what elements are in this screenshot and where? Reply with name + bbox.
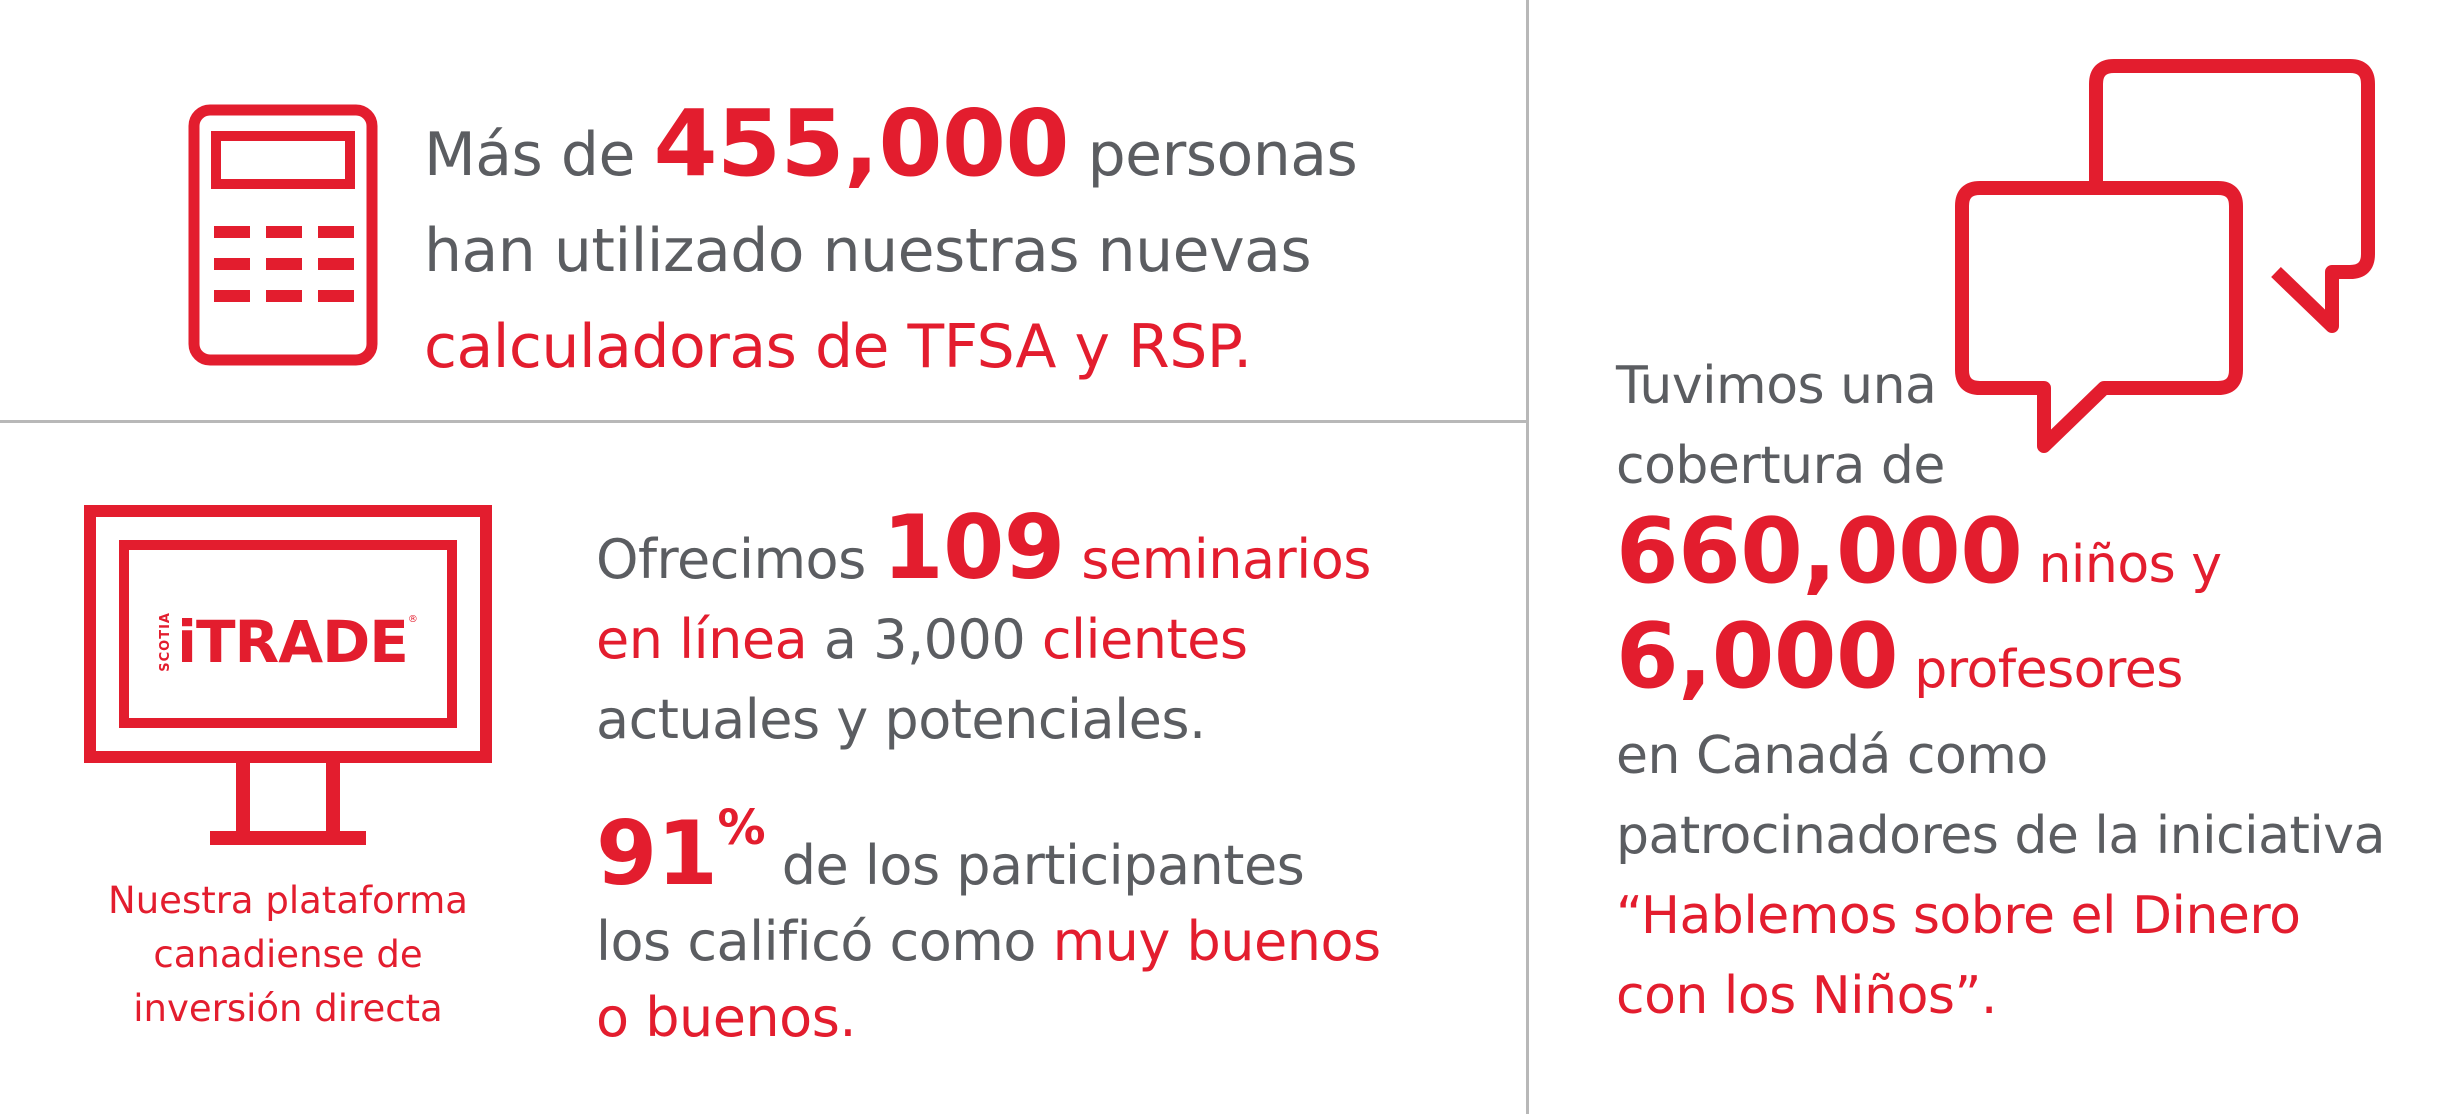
horizontal-divider	[0, 420, 1526, 423]
rating-percent: %	[717, 800, 766, 856]
calculators-line2: han utilizado nuestras nuevas	[424, 216, 1312, 286]
coverage-line2: cobertura de	[1616, 436, 1945, 496]
coverage-label1: niños y	[2038, 535, 2222, 595]
computer-monitor-icon	[84, 505, 492, 845]
calculator-icon	[188, 104, 378, 366]
coverage-line6: patrocinadores de la iniciativa	[1616, 806, 2385, 866]
coverage-number1: 660,000	[1616, 499, 2023, 604]
caption-line-2: canadiense de	[153, 933, 423, 976]
logo-brand-text: iTRADE	[177, 608, 409, 676]
seminars-word3: clientes	[1041, 608, 1248, 671]
calculators-number: 455,000	[653, 90, 1069, 197]
seminars-number: 109	[882, 496, 1065, 599]
coverage-line8: con los Niños”.	[1616, 966, 1997, 1026]
calculators-line3: calculadoras de TFSA y RSP.	[424, 312, 1252, 382]
rating-line2-prefix: los calificó como	[596, 910, 1036, 973]
rating-line3: o buenos.	[596, 986, 856, 1049]
seminars-stat: Ofrecimos 109 seminarios en línea a 3,00…	[596, 504, 1371, 760]
speech-bubbles-icon	[1955, 59, 2375, 453]
seminars-prefix: Ofrecimos	[596, 528, 866, 591]
itrade-logo: SCOTIA iTRADE ®	[146, 600, 430, 684]
rating-number: 91	[596, 802, 718, 905]
calculators-stat: Más de 455,000 personas han utilizado nu…	[424, 96, 1358, 395]
logo-scotia-text: SCOTIA	[158, 612, 174, 672]
caption-line-3: inversión directa	[133, 987, 443, 1030]
coverage-line5: en Canadá como	[1616, 726, 2048, 786]
calculators-prefix: Más de	[424, 120, 635, 190]
seminars-mid: a 3,000	[823, 608, 1026, 671]
seminars-word1: seminarios	[1081, 528, 1371, 591]
seminars-line3: actuales y potenciales.	[596, 688, 1206, 751]
coverage-label2: profesores	[1914, 640, 2183, 700]
coverage-number2: 6,000	[1616, 604, 1899, 709]
logo-registered-mark: ®	[407, 614, 418, 625]
rating-line2-red: muy buenos	[1052, 910, 1382, 973]
vertical-divider	[1526, 0, 1529, 1114]
coverage-line1: Tuvimos una	[1616, 356, 1937, 416]
calculators-suffix: personas	[1087, 120, 1358, 190]
coverage-line7: “Hablemos sobre el Dinero	[1616, 886, 2301, 946]
rating-line1-suffix: de los participantes	[781, 834, 1305, 897]
rating-stat: 91% de los participantes los calificó co…	[596, 790, 1381, 1056]
seminars-word2: en línea	[596, 608, 808, 671]
caption-line-1: Nuestra plataforma	[108, 879, 468, 922]
coverage-stat: Tuvimos una cobertura de 660,000 niños y…	[1616, 346, 2385, 1036]
platform-caption: Nuestra plataforma canadiense de inversi…	[60, 874, 516, 1036]
